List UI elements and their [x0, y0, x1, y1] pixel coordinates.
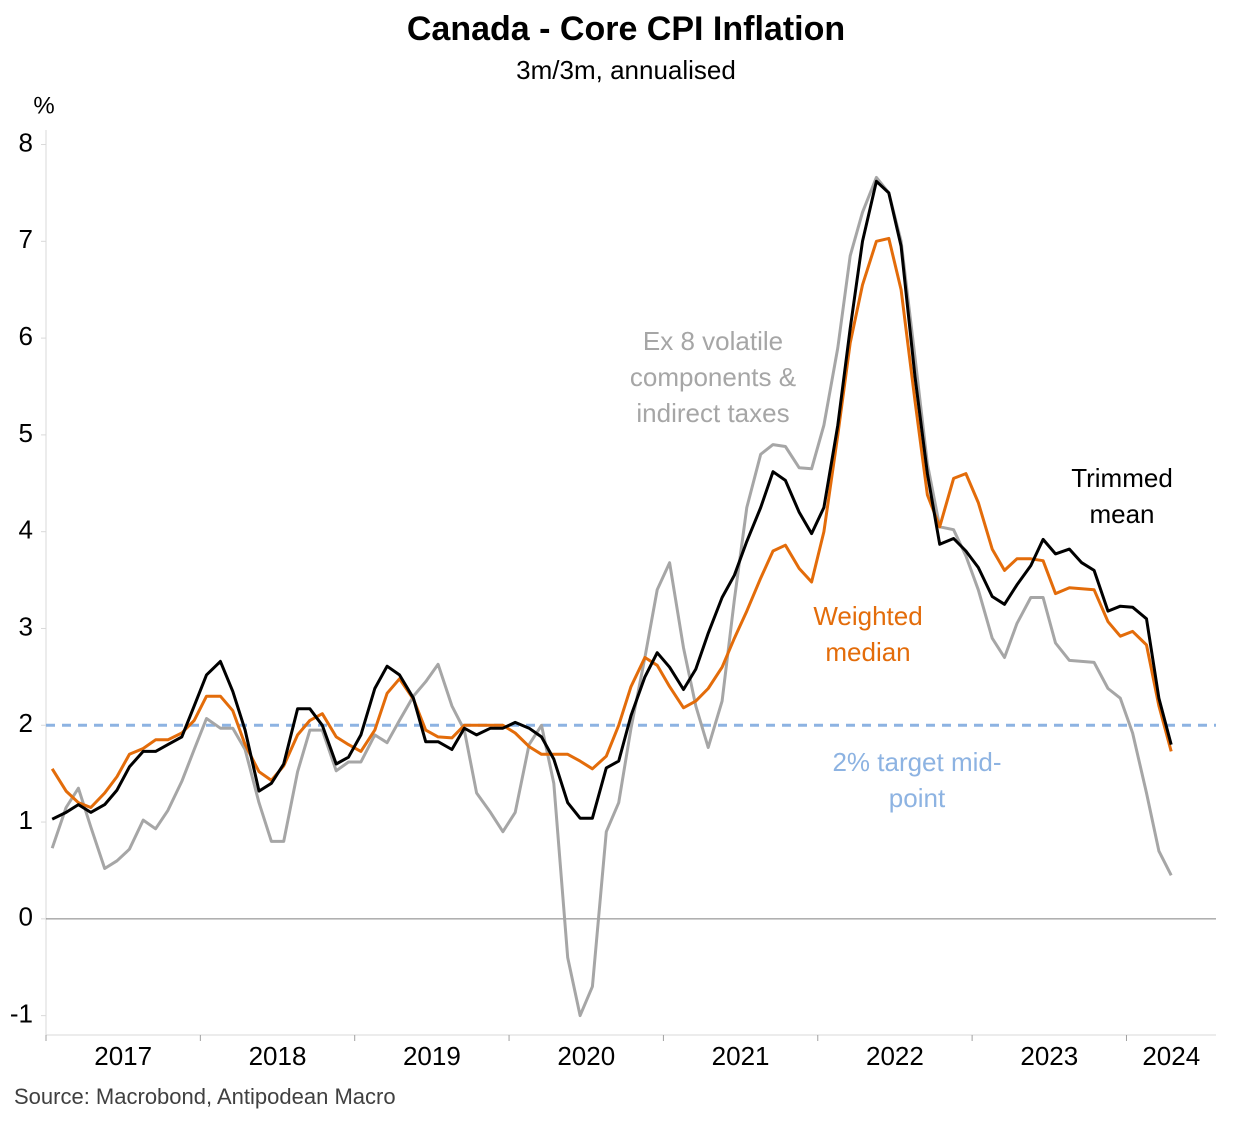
y-tick-label: 4 — [19, 515, 33, 545]
x-tick-label: 2022 — [866, 1041, 924, 1071]
series-label: Weighted median — [813, 601, 923, 667]
series-line — [50, 175, 1173, 1018]
y-tick-label: 5 — [19, 418, 33, 448]
source: Source: Macrobond, Antipodean Macro — [14, 1084, 396, 1109]
chart-title: Canada - Core CPI Inflation — [407, 10, 845, 48]
y-tick-label: 0 — [19, 902, 33, 932]
y-tick-label: 2 — [19, 708, 33, 738]
y-tick-label: 7 — [19, 224, 33, 254]
x-tick-label: 2018 — [249, 1041, 307, 1071]
x-tick-label: 2024 — [1142, 1041, 1200, 1071]
x-tick-label: 2023 — [1020, 1041, 1078, 1071]
x-tick-label: 2021 — [712, 1041, 770, 1071]
x-tick-label: 2020 — [557, 1041, 615, 1071]
y-tick-label: 3 — [19, 611, 33, 641]
y-tick-label: 8 — [19, 127, 33, 157]
series-line — [51, 179, 1173, 821]
chart-subtitle: 3m/3m, annualised — [516, 55, 736, 85]
y-tick-label: -1 — [10, 999, 33, 1029]
series-line — [50, 236, 1173, 809]
y-tick-label: 1 — [19, 805, 33, 835]
x-tick-label: 2019 — [403, 1041, 461, 1071]
series-label: Trimmed mean — [1071, 463, 1173, 529]
x-tick-label: 2017 — [94, 1041, 152, 1071]
target-label: 2% target mid-point — [832, 747, 1002, 813]
series-label: Ex 8 volatile components & indirect taxe… — [629, 326, 797, 428]
y-tick-label: 6 — [19, 321, 33, 351]
y-unit: % — [33, 92, 54, 119]
